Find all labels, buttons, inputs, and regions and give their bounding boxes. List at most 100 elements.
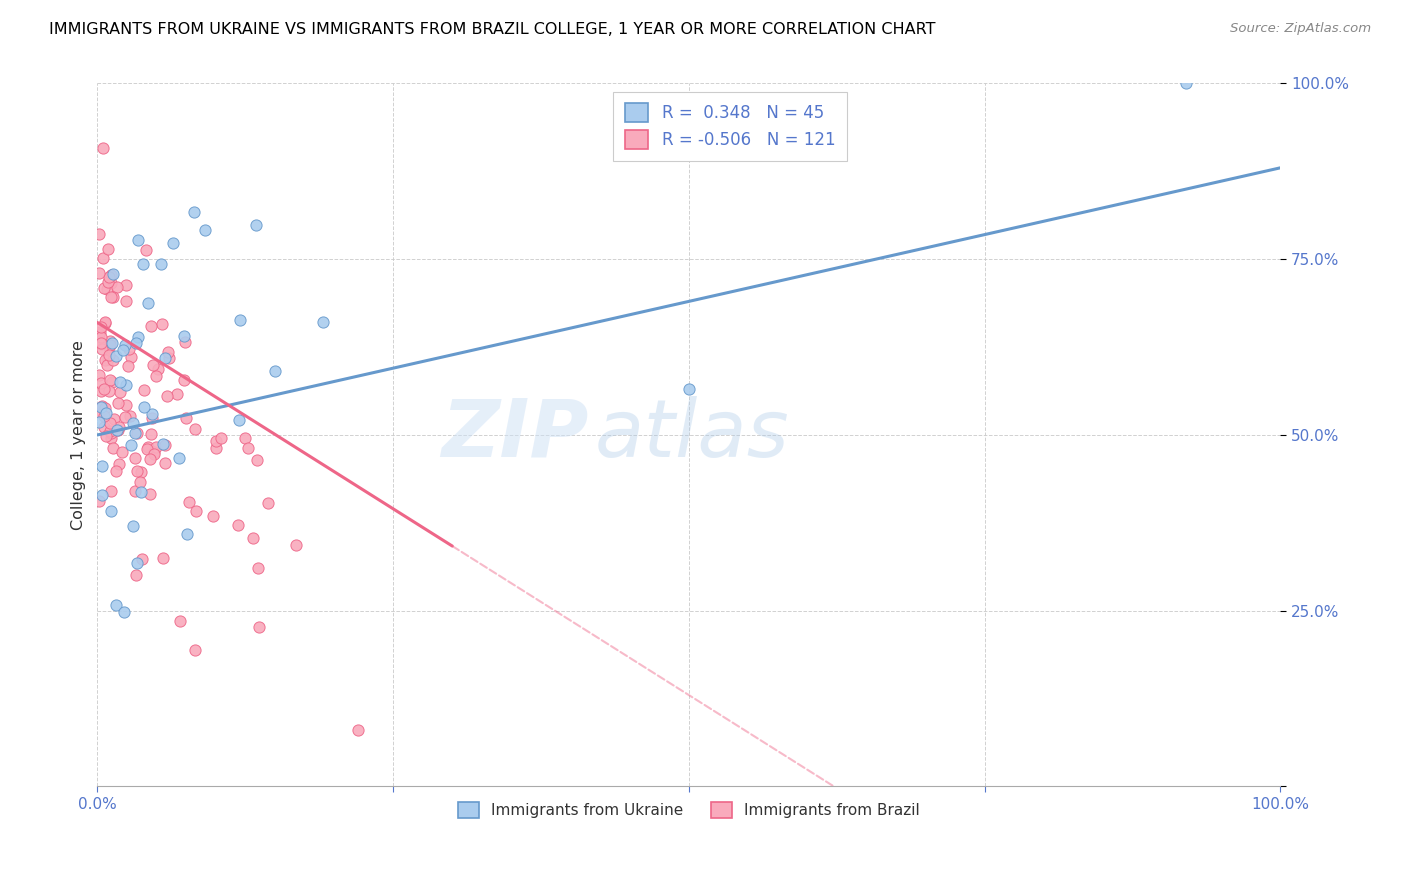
Point bbox=[98, 373, 121, 387]
Point bbox=[124, 484, 146, 499]
Point bbox=[96, 359, 118, 373]
Point bbox=[96, 429, 118, 443]
Point bbox=[90, 384, 112, 398]
Text: atlas: atlas bbox=[595, 396, 789, 474]
Point bbox=[125, 567, 148, 582]
Point bbox=[183, 205, 205, 219]
Point bbox=[245, 218, 267, 232]
Point bbox=[149, 257, 172, 271]
Point bbox=[127, 329, 149, 343]
Point bbox=[127, 233, 149, 247]
Point bbox=[94, 401, 117, 415]
Point bbox=[136, 440, 159, 454]
Point bbox=[146, 362, 169, 376]
Point bbox=[87, 404, 110, 418]
Point bbox=[105, 349, 128, 363]
Point bbox=[134, 401, 156, 415]
Point bbox=[150, 317, 173, 331]
Point bbox=[138, 487, 160, 501]
Point bbox=[90, 400, 112, 414]
Point bbox=[100, 426, 122, 441]
Point bbox=[141, 411, 163, 425]
Point bbox=[100, 276, 122, 290]
Point bbox=[141, 426, 163, 441]
Point bbox=[246, 453, 269, 467]
Point bbox=[90, 330, 112, 344]
Point bbox=[91, 251, 114, 265]
Point bbox=[129, 484, 152, 499]
Point bbox=[114, 410, 136, 425]
Point bbox=[156, 388, 179, 402]
Point bbox=[115, 278, 138, 293]
Point bbox=[98, 338, 121, 352]
Point bbox=[233, 431, 256, 445]
Point bbox=[141, 319, 163, 334]
Point bbox=[100, 290, 122, 304]
Point bbox=[166, 387, 188, 401]
Point bbox=[91, 141, 114, 155]
Point bbox=[87, 266, 110, 280]
Point bbox=[103, 412, 125, 426]
Point bbox=[90, 488, 112, 502]
Point bbox=[131, 552, 153, 566]
Point bbox=[152, 551, 174, 566]
Point bbox=[174, 334, 197, 349]
Point bbox=[238, 441, 260, 455]
Point bbox=[142, 359, 165, 373]
Point bbox=[101, 441, 124, 455]
Point bbox=[184, 422, 207, 436]
Point bbox=[118, 343, 141, 357]
Y-axis label: College, 1 year or more: College, 1 year or more bbox=[72, 340, 86, 530]
Point bbox=[94, 316, 117, 330]
Point bbox=[100, 268, 122, 283]
Text: ZIP: ZIP bbox=[441, 396, 588, 474]
Point bbox=[90, 336, 112, 351]
Point bbox=[138, 451, 160, 466]
Point bbox=[120, 409, 142, 424]
Point bbox=[107, 423, 129, 437]
Point bbox=[346, 723, 368, 738]
Point bbox=[242, 531, 264, 545]
Point bbox=[104, 423, 127, 437]
Point bbox=[105, 280, 128, 294]
Point bbox=[157, 351, 180, 366]
Point bbox=[122, 417, 145, 431]
Point bbox=[93, 409, 115, 424]
Point bbox=[312, 315, 335, 329]
Point bbox=[107, 424, 129, 438]
Point bbox=[152, 437, 174, 451]
Point bbox=[678, 382, 700, 396]
Point bbox=[125, 335, 148, 350]
Point bbox=[141, 407, 163, 421]
Point bbox=[129, 466, 152, 480]
Point bbox=[263, 364, 285, 378]
Point bbox=[98, 270, 121, 285]
Point bbox=[104, 464, 127, 478]
Point bbox=[124, 426, 146, 441]
Point bbox=[162, 235, 184, 250]
Point bbox=[228, 413, 250, 427]
Point bbox=[115, 398, 138, 412]
Point bbox=[184, 504, 207, 518]
Point bbox=[101, 375, 124, 389]
Point bbox=[98, 334, 121, 349]
Point bbox=[142, 447, 165, 461]
Point bbox=[204, 442, 226, 456]
Point bbox=[91, 399, 114, 413]
Point bbox=[114, 378, 136, 392]
Point bbox=[93, 314, 115, 328]
Point bbox=[93, 420, 115, 434]
Point bbox=[247, 620, 270, 634]
Point bbox=[121, 438, 143, 452]
Point bbox=[136, 442, 159, 456]
Text: IMMIGRANTS FROM UKRAINE VS IMMIGRANTS FROM BRAZIL COLLEGE, 1 YEAR OR MORE CORREL: IMMIGRANTS FROM UKRAINE VS IMMIGRANTS FR… bbox=[49, 22, 936, 37]
Point bbox=[111, 445, 134, 459]
Point bbox=[97, 351, 120, 366]
Point bbox=[153, 438, 176, 452]
Point bbox=[108, 419, 131, 434]
Point bbox=[132, 257, 155, 271]
Point bbox=[97, 242, 120, 256]
Point bbox=[104, 598, 127, 612]
Point bbox=[101, 353, 124, 368]
Point bbox=[157, 345, 180, 359]
